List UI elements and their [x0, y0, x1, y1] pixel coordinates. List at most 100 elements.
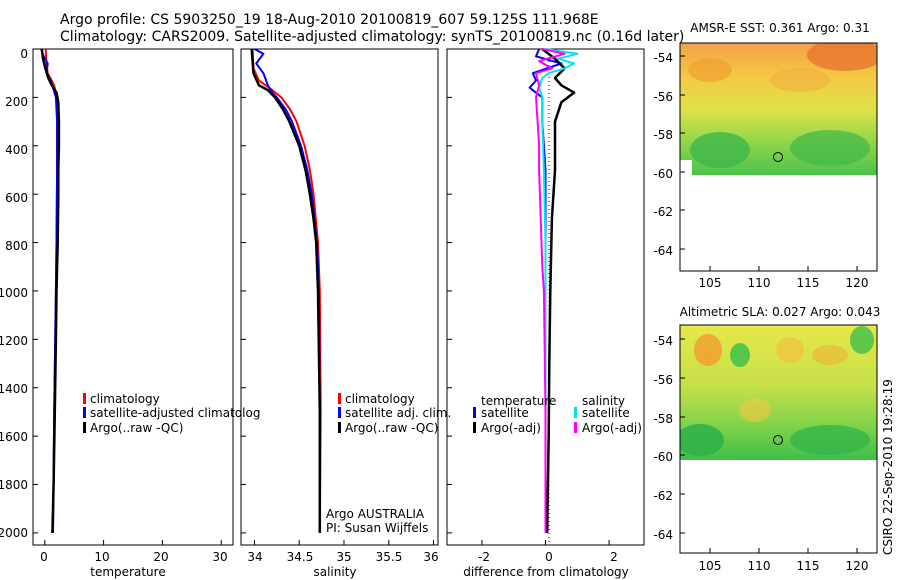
- legend-swatch-satellite-adjusted: [83, 407, 86, 418]
- temperature-plot-area: [33, 48, 222, 545]
- xtick-label: 2: [610, 550, 618, 564]
- sst-map-panel: AMSR-E SST: 0.361 Argo: 0.31 -54 -56 -58…: [653, 21, 878, 290]
- sst-heatmap: [680, 43, 877, 175]
- legend-label-sal-argo: Argo(-adj): [582, 421, 642, 435]
- difference-panel: -2 0 2 difference from climatology tempe…: [446, 48, 645, 579]
- sst-warm-patch: [807, 43, 877, 71]
- legend-label-satellite-adjusted: satellite-adjusted climatolog: [90, 406, 260, 420]
- xtick-label: 0: [545, 550, 553, 564]
- ytick-label: -54: [653, 51, 673, 65]
- legend-label-temp-argo: Argo(-adj): [481, 421, 541, 435]
- xtick-label: 0: [40, 550, 48, 564]
- sla-high-patch: [812, 345, 848, 365]
- difference-legend: temperature satellite Argo(-adj) salinit…: [473, 394, 642, 435]
- sla-map-panel: Altimetric SLA: 0.027 Argo: 0.043 -54 -5…: [653, 305, 880, 573]
- ytick-label: 600: [5, 191, 28, 205]
- ytick-label: 1800: [0, 478, 28, 492]
- ytick-label: 1600: [0, 430, 28, 444]
- ytick-label: 0: [20, 47, 28, 61]
- temperature-panel: 0 200 400 600 800 1000 1200 1400 1600 18…: [0, 47, 260, 579]
- sst-cool-patch: [690, 132, 750, 168]
- ytick-label: -54: [653, 334, 673, 348]
- legend-group-temperature: temperature: [481, 394, 556, 408]
- temperature-xtick-labels: 0 10 20 30: [40, 550, 227, 564]
- ytick-label: -56: [653, 373, 673, 387]
- series-line-temperature-argo-adj-: [541, 48, 576, 533]
- sst-warm-patch: [688, 58, 732, 82]
- ytick-label: 800: [5, 239, 28, 253]
- salinity-legend: climatology satellite adj. clim. Argo(..…: [338, 392, 451, 435]
- sla-heatmap: [680, 325, 877, 460]
- xtick-label: 115: [797, 276, 820, 290]
- legend-swatch-climatology: [83, 393, 86, 404]
- sst-missing-data: [680, 160, 692, 175]
- xtick-label: 115: [797, 559, 820, 573]
- ytick-label: -64: [653, 528, 673, 542]
- sla-xtick-labels: 105 110 115 120: [699, 559, 869, 573]
- xtick-label: 34.5: [287, 550, 314, 564]
- salinity-xtick-labels: 34 34.5 35 35.5 36: [247, 550, 438, 564]
- series-line-satellite-adj-clim-: [253, 48, 321, 533]
- ytick-label: 1000: [0, 286, 28, 300]
- series-line-argo-raw-qc-: [40, 48, 61, 533]
- sla-low-patch: [790, 425, 870, 455]
- xtick-label: 110: [748, 276, 771, 290]
- legend-swatch-satellite-adj: [338, 407, 341, 418]
- ytick-label: -62: [653, 489, 673, 503]
- temperature-legend: climatology satellite-adjusted climatolo…: [83, 392, 260, 435]
- ytick-label: 1400: [0, 382, 28, 396]
- ytick-label: 1200: [0, 334, 28, 348]
- xtick-label: 34: [247, 550, 262, 564]
- sst-warm-patch: [770, 68, 830, 92]
- sst-argo-location-marker: [773, 152, 783, 162]
- series-line-argo-raw-qc-: [250, 48, 322, 533]
- legend-swatch-temp-argo: [473, 422, 476, 433]
- header-line-1: Argo profile: CS 5903250_19 18-Aug-2010 …: [60, 12, 599, 28]
- sst-cool-patch: [790, 130, 870, 166]
- xtick-label: 105: [699, 559, 722, 573]
- sla-axes-frame: [679, 324, 878, 554]
- side-timestamp: CSIRO 22-Sep-2010 19:28:19: [881, 379, 895, 555]
- xtick-label: 10: [94, 550, 109, 564]
- legend-swatch-argo: [83, 422, 86, 433]
- legend-label-argo: Argo(..raw -QC): [345, 421, 438, 435]
- temperature-ytick-labels: 0 200 400 600 800 1000 1200 1400 1600 18…: [0, 47, 28, 540]
- argo-source-annotation: Argo AUSTRALIA: [326, 507, 425, 521]
- legend-label-satellite-adj: satellite adj. clim.: [345, 406, 451, 420]
- xtick-label: 110: [748, 559, 771, 573]
- salinity-plot-area: [241, 48, 435, 545]
- legend-label-temp-satellite: satellite: [481, 406, 529, 420]
- sla-low-patch: [850, 326, 874, 354]
- sla-argo-location-marker: [773, 435, 783, 445]
- ytick-label: -64: [653, 244, 673, 258]
- ytick-label: -58: [653, 128, 673, 142]
- legend-swatch-argo: [338, 422, 341, 433]
- header-line-2: Climatology: CARS2009. Satellite-adjuste…: [60, 29, 684, 45]
- sla-map-title: Altimetric SLA: 0.027 Argo: 0.043: [680, 305, 881, 319]
- sst-axes-frame: [679, 42, 878, 272]
- sst-ytick-labels: -54 -56 -58 -60 -62 -64: [653, 51, 673, 258]
- xtick-label: 35: [336, 550, 351, 564]
- sst-map-title: AMSR-E SST: 0.361 Argo: 0.31: [690, 21, 870, 35]
- difference-xlabel: difference from climatology: [463, 565, 629, 579]
- ytick-label: 400: [5, 143, 28, 157]
- xtick-label: 20: [153, 550, 168, 564]
- ytick-label: -58: [653, 412, 673, 426]
- salinity-axes-frame: [240, 48, 439, 546]
- legend-label-sal-satellite: satellite: [582, 406, 630, 420]
- legend-swatch-climatology: [338, 393, 341, 404]
- legend-label-climatology: climatology: [90, 392, 160, 406]
- pi-annotation: PI: Susan Wijffels: [326, 521, 428, 535]
- sla-low-patch: [680, 424, 724, 456]
- sla-high-patch: [694, 334, 722, 366]
- sla-no-data-area: [680, 460, 877, 553]
- temperature-xlabel: temperature: [90, 565, 165, 579]
- sla-high-patch: [739, 398, 771, 422]
- sla-low-patch: [730, 343, 750, 367]
- xtick-label: 36: [423, 550, 438, 564]
- sla-ytick-labels: -54 -56 -58 -60 -62 -64: [653, 334, 673, 542]
- ytick-label: -60: [653, 450, 673, 464]
- legend-label-argo: Argo(..raw -QC): [90, 421, 183, 435]
- xtick-label: 35.5: [376, 550, 403, 564]
- legend-group-salinity: salinity: [582, 394, 625, 408]
